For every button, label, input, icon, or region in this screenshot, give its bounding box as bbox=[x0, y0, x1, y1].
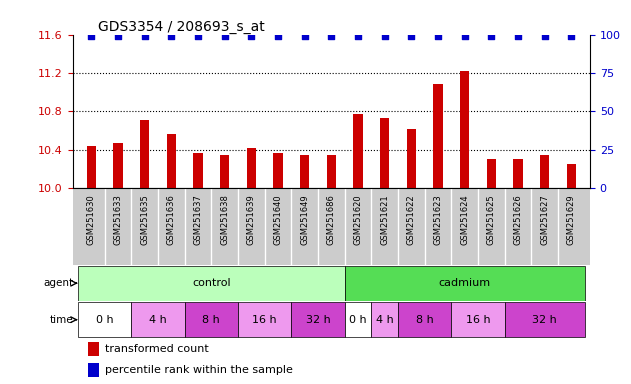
Bar bbox=[380, 118, 389, 188]
Bar bbox=[131, 302, 185, 337]
Bar bbox=[167, 134, 176, 188]
Bar bbox=[247, 148, 256, 188]
Text: GSM251635: GSM251635 bbox=[140, 194, 149, 245]
Text: GSM251633: GSM251633 bbox=[114, 194, 122, 245]
Point bbox=[326, 33, 336, 39]
Bar bbox=[406, 129, 416, 188]
Point bbox=[273, 33, 283, 39]
Point bbox=[459, 33, 469, 39]
Bar bbox=[451, 302, 505, 337]
Text: GSM251630: GSM251630 bbox=[86, 194, 96, 245]
Point bbox=[353, 33, 363, 39]
Text: 0 h: 0 h bbox=[349, 314, 367, 325]
Text: GSM251636: GSM251636 bbox=[167, 194, 176, 245]
Bar bbox=[292, 302, 345, 337]
Point bbox=[540, 33, 550, 39]
Point bbox=[487, 33, 497, 39]
Point bbox=[300, 33, 310, 39]
Text: transformed count: transformed count bbox=[105, 344, 208, 354]
Text: 16 h: 16 h bbox=[466, 314, 490, 325]
Bar bbox=[353, 114, 363, 188]
Point bbox=[380, 33, 390, 39]
Text: 32 h: 32 h bbox=[533, 314, 557, 325]
Text: GSM251626: GSM251626 bbox=[514, 194, 522, 245]
Bar bbox=[513, 159, 522, 188]
Bar bbox=[487, 159, 496, 188]
Text: GSM251639: GSM251639 bbox=[247, 194, 256, 245]
Point bbox=[139, 33, 150, 39]
Text: 16 h: 16 h bbox=[252, 314, 277, 325]
Bar bbox=[273, 153, 283, 188]
Text: cadmium: cadmium bbox=[439, 278, 491, 288]
Bar bbox=[567, 164, 576, 188]
Bar bbox=[113, 143, 122, 188]
Point bbox=[433, 33, 443, 39]
Point bbox=[113, 33, 123, 39]
Point bbox=[193, 33, 203, 39]
Text: 8 h: 8 h bbox=[416, 314, 433, 325]
Text: 4 h: 4 h bbox=[375, 314, 394, 325]
Text: GSM251640: GSM251640 bbox=[273, 194, 283, 245]
Text: GSM251620: GSM251620 bbox=[353, 194, 362, 245]
Bar bbox=[300, 155, 309, 188]
Text: 32 h: 32 h bbox=[305, 314, 330, 325]
Bar bbox=[345, 266, 585, 301]
Text: GSM251649: GSM251649 bbox=[300, 194, 309, 245]
Bar bbox=[327, 155, 336, 188]
Bar bbox=[371, 302, 398, 337]
Point bbox=[566, 33, 576, 39]
Point bbox=[246, 33, 256, 39]
Bar bbox=[238, 302, 292, 337]
Point bbox=[86, 33, 97, 39]
Text: time: time bbox=[49, 314, 73, 325]
Bar bbox=[398, 302, 451, 337]
Point bbox=[220, 33, 230, 39]
Bar bbox=[86, 146, 96, 188]
Text: GSM251637: GSM251637 bbox=[194, 194, 203, 245]
Bar bbox=[433, 83, 442, 188]
Text: 4 h: 4 h bbox=[149, 314, 167, 325]
Text: GSM251638: GSM251638 bbox=[220, 194, 229, 245]
Text: GSM251624: GSM251624 bbox=[460, 194, 469, 245]
Bar bbox=[505, 302, 585, 337]
Bar bbox=[460, 71, 469, 188]
Text: 8 h: 8 h bbox=[203, 314, 220, 325]
Bar bbox=[345, 302, 371, 337]
Bar bbox=[220, 155, 229, 188]
Text: GSM251621: GSM251621 bbox=[380, 194, 389, 245]
Point bbox=[406, 33, 416, 39]
Text: agent: agent bbox=[43, 278, 73, 288]
Text: GSM251627: GSM251627 bbox=[540, 194, 549, 245]
Bar bbox=[78, 266, 345, 301]
Bar bbox=[140, 120, 150, 188]
Text: percentile rank within the sample: percentile rank within the sample bbox=[105, 365, 293, 375]
Bar bbox=[88, 342, 100, 356]
Bar bbox=[88, 363, 100, 377]
Text: GSM251686: GSM251686 bbox=[327, 194, 336, 245]
Text: GSM251622: GSM251622 bbox=[407, 194, 416, 245]
Text: GSM251623: GSM251623 bbox=[433, 194, 442, 245]
Point bbox=[166, 33, 176, 39]
Bar bbox=[185, 302, 238, 337]
Text: GDS3354 / 208693_s_at: GDS3354 / 208693_s_at bbox=[98, 20, 265, 33]
Text: control: control bbox=[192, 278, 230, 288]
Text: GSM251625: GSM251625 bbox=[487, 194, 496, 245]
Bar bbox=[193, 153, 203, 188]
Bar bbox=[78, 302, 131, 337]
Text: 0 h: 0 h bbox=[96, 314, 114, 325]
Bar bbox=[540, 155, 550, 188]
Point bbox=[513, 33, 523, 39]
Text: GSM251629: GSM251629 bbox=[567, 194, 576, 245]
